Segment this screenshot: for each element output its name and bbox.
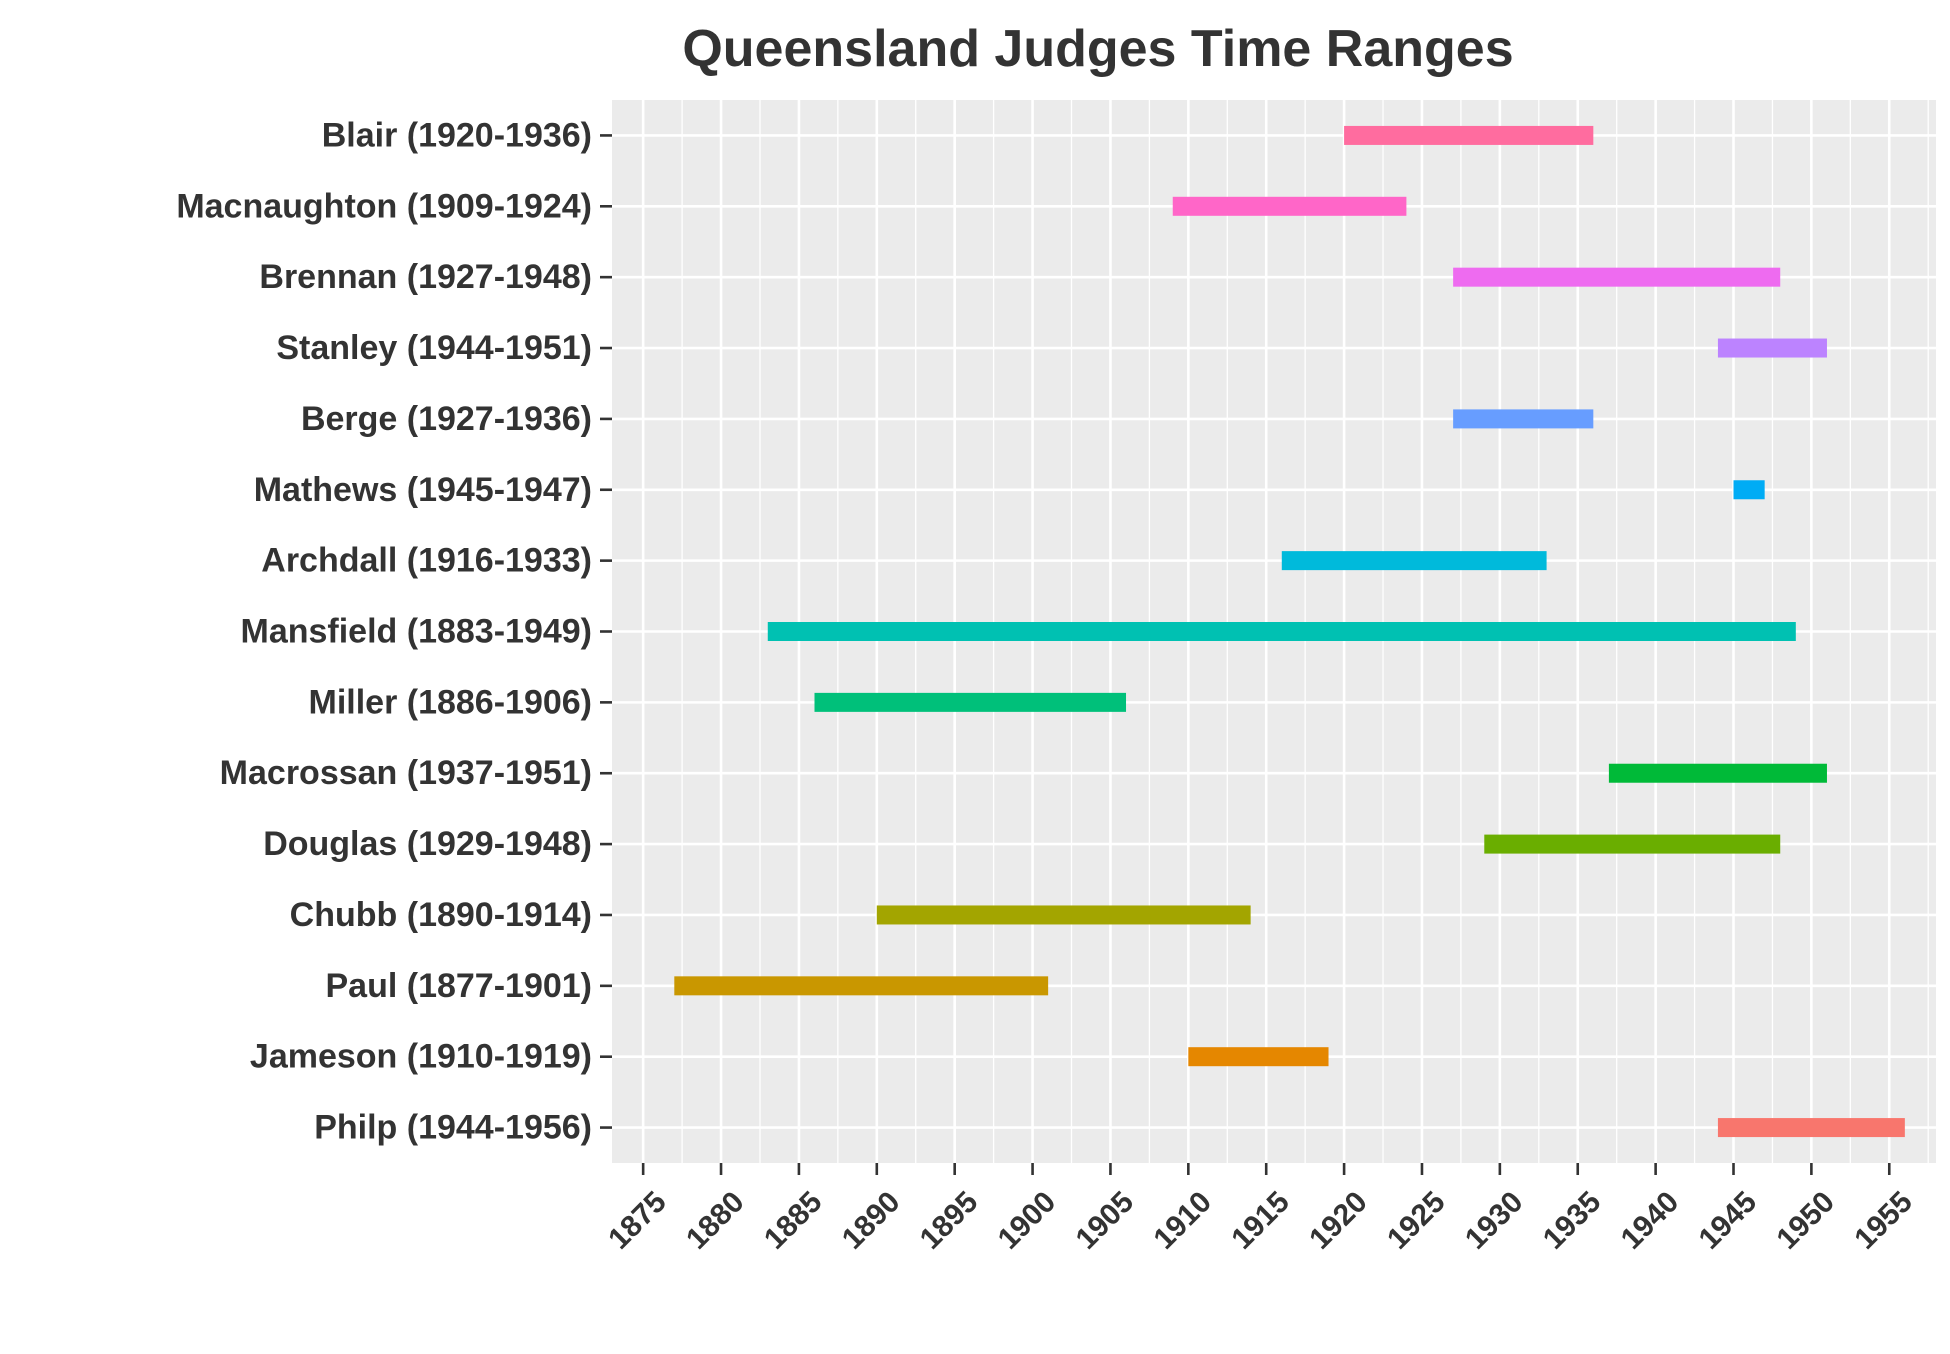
x-tick-label: 1880 xyxy=(680,1185,751,1256)
chart-title: Queensland Judges Time Ranges xyxy=(682,20,1513,78)
x-tick-label: 1920 xyxy=(1303,1185,1374,1256)
x-axis: 1875 1880 1885 1890 1895 1900 1905 1910 1915 1920… xyxy=(602,1163,1919,1256)
x-tick-label: 1910 xyxy=(1147,1185,1218,1256)
bar-1 xyxy=(1344,125,1594,145)
x-tick-label: 1890 xyxy=(836,1185,907,1256)
y-tick-label: Douglas (1929-1948) xyxy=(263,825,592,863)
y-axis: Blair (1920-1936) Macnaughton (1909-1924)… xyxy=(176,116,612,1147)
y-tick-label: Macnaughton (1909-1924) xyxy=(176,187,592,225)
x-tick-label: 1905 xyxy=(1070,1185,1141,1256)
bar-3 xyxy=(1453,267,1781,287)
y-tick-label: Berge (1927-1936) xyxy=(301,400,592,438)
y-tick-label: Chubb (1890-1914) xyxy=(290,896,592,934)
y-tick-label: Mathews (1945-1947) xyxy=(254,471,592,509)
y-tick-label: Archdall (1916-1933) xyxy=(261,542,592,580)
x-tick-label: 1935 xyxy=(1537,1185,1608,1256)
bar-13 xyxy=(674,976,1049,996)
x-tick-label: 1930 xyxy=(1459,1185,1530,1256)
x-tick-label: 1940 xyxy=(1615,1185,1686,1256)
bar-10 xyxy=(1608,763,1827,783)
y-tick-label: Paul (1877-1901) xyxy=(326,967,593,1005)
y-tick-label: Jameson (1910-1919) xyxy=(250,1038,592,1076)
x-tick-label: 1925 xyxy=(1381,1185,1452,1256)
bar-2 xyxy=(1172,196,1407,216)
x-tick-label: 1895 xyxy=(914,1185,985,1256)
x-tick-label: 1945 xyxy=(1693,1185,1764,1256)
bar-12 xyxy=(876,905,1251,925)
y-tick-label: Mansfield (1883-1949) xyxy=(241,613,593,651)
x-tick-label: 1950 xyxy=(1771,1185,1842,1256)
y-tick-label: Macrossan (1937-1951) xyxy=(220,754,592,792)
bar-6 xyxy=(1733,480,1765,500)
x-tick-label: 1900 xyxy=(992,1185,1063,1256)
bar-8 xyxy=(767,622,1796,641)
bars xyxy=(674,125,1905,1138)
bar-15 xyxy=(1717,1118,1905,1138)
bar-5 xyxy=(1453,409,1594,429)
bar-7 xyxy=(1281,551,1547,571)
bar-14 xyxy=(1188,1047,1329,1067)
x-tick-label: 1915 xyxy=(1225,1185,1296,1256)
bar-11 xyxy=(1484,834,1781,854)
y-tick-label: Blair (1920-1936) xyxy=(322,116,592,154)
x-tick-label: 1875 xyxy=(602,1185,673,1256)
x-tick-label: 1885 xyxy=(758,1185,829,1256)
bar-9 xyxy=(814,692,1127,712)
y-tick-label: Stanley (1944-1951) xyxy=(276,329,592,367)
y-tick-label: Brennan (1927-1948) xyxy=(259,258,592,296)
x-tick-label: 1955 xyxy=(1848,1185,1919,1256)
y-tick-label: Philp (1944-1956) xyxy=(314,1109,592,1147)
y-tick-label: Miller (1886-1906) xyxy=(309,683,593,721)
bar-4 xyxy=(1717,338,1827,358)
